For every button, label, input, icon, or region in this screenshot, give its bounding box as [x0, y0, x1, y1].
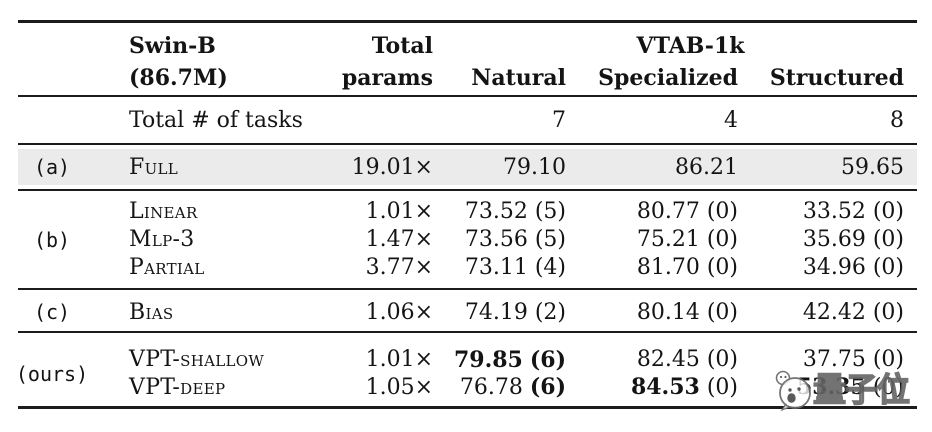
params-cell: 1.01×	[365, 199, 433, 225]
wins-badge: (5)	[534, 227, 566, 252]
wins-badge: (6)	[529, 346, 566, 373]
score-structured: 35.69 (0)	[802, 227, 904, 252]
wins-badge: (6)	[529, 374, 566, 401]
wins-badge: (0)	[872, 347, 904, 373]
method-cell: VPT-shallow	[129, 347, 265, 373]
table-header-row: Swin-B (86.7M) Total params VTAB-1k Natu…	[18, 30, 917, 94]
table-row-bias: Bias 1.06× 74.19 (2) 80.14 (0) 42.42 (0)	[18, 294, 917, 330]
table-row-mlp3: Mlp-3 1.47× 73.56 (5) 75.21 (0) 35.69 (0)	[18, 226, 917, 254]
table-row-linear: Linear 1.01× 73.52 (5) 80.77 (0) 33.52 (0)	[18, 198, 917, 226]
watermark: 量子位	[773, 369, 911, 411]
wins-badge: (0)	[706, 375, 738, 401]
wins-badge: (5)	[534, 199, 566, 225]
params-cell: 3.77×	[365, 254, 433, 280]
tasks-natural-count: 7	[552, 107, 566, 133]
watermark-smiley-icon	[775, 370, 811, 411]
score-natural: 73.56 (5)	[464, 227, 566, 252]
wins-badge: (0)	[872, 254, 904, 280]
group-c-bottom-rule	[18, 331, 917, 333]
column-header-vtab-group: VTAB-1k Natural Specialized Structured	[433, 30, 904, 94]
wins-badge: (0)	[706, 299, 738, 325]
score-specialized: 75.21 (0)	[636, 227, 738, 252]
benchmark-title: VTAB-1k	[636, 33, 745, 59]
params-cell: 1.01×	[365, 347, 433, 373]
method-cell: VPT-deep	[129, 374, 226, 400]
params-cell: 1.47×	[365, 227, 433, 252]
column-header-natural: Natural	[471, 65, 566, 91]
tasks-structured-count: 8	[890, 107, 904, 133]
group-tag-c: (c)	[33, 300, 71, 324]
table-row-vpt-deep: VPT-deep 1.05× 76.78 (6) 84.53 (0) 53.35 (0…	[18, 374, 917, 402]
wins-badge: (2)	[534, 299, 566, 325]
wins-badge: (0)	[872, 375, 904, 401]
score-specialized: 80.77 (0)	[636, 199, 738, 225]
score-specialized: 84.53 (0)	[630, 374, 738, 401]
group-tag-ours: (ours)	[15, 361, 89, 386]
score-structured: 37.75 (0)	[802, 347, 904, 373]
method-cell: Linear	[129, 199, 198, 225]
table-row-full: Full 19.01× 79.10 86.21 59.65	[18, 149, 917, 185]
group-ours-section: (ours) VPT-shallow 1.01× 79.85 (6) 82.45(…	[15, 346, 917, 402]
column-header-specialized: Specialized	[598, 65, 738, 91]
header-spacer	[18, 30, 129, 94]
score-structured: 59.65	[841, 154, 904, 180]
wins-badge: (0)	[872, 227, 904, 252]
score-natural: 74.19 (2)	[464, 299, 566, 325]
wins-badge: (0)	[706, 199, 738, 225]
score-structured: 42.42 (0)	[802, 299, 904, 325]
group-tag-b: (b)	[33, 227, 71, 252]
wins-badge: (0)	[872, 199, 904, 225]
wins-badge: (0)	[872, 299, 904, 325]
table-row-partial: Partial 3.77× 73.11 (4) 81.70 (0) 34.96 (0)	[18, 253, 917, 281]
score-natural: 73.11 (4)	[464, 254, 566, 280]
wins-badge: (0)	[706, 347, 738, 373]
tasks-row-label: Total # of tasks	[129, 107, 303, 133]
score-structured: 34.96 (0)	[802, 254, 904, 280]
group-b-section: (b) Linear 1.01× 73.52 (5) 80.77 (0) 33.52…	[18, 198, 917, 281]
wins-badge: (0)	[706, 254, 738, 280]
group-a-bottom-rule	[18, 189, 917, 191]
column-header-total-params: Total params	[341, 33, 433, 91]
column-header-structured: Structured	[769, 65, 904, 91]
method-cell: Partial	[129, 254, 205, 280]
params-cell: 1.05×	[365, 374, 433, 400]
header-bottom-rule	[18, 95, 917, 97]
backbone-name: Swin-B	[129, 33, 216, 59]
score-natural: 76.78 (6)	[459, 374, 566, 401]
backbone-size: (86.7M)	[129, 65, 228, 91]
wins-badge: (0)	[706, 227, 738, 252]
table-row-vpt-shallow: VPT-shallow 1.01× 79.85 (6) 82.45 (0) 37.7…	[18, 346, 917, 374]
wins-badge: (4)	[534, 254, 566, 280]
table-bottom-rule	[18, 406, 917, 409]
group-c-section: (c) Bias 1.06× 74.19 (2) 80.14 (0) 42.42 (0…	[18, 294, 917, 330]
tasks-bottom-rule	[18, 143, 917, 145]
params-cell: 19.01×	[351, 154, 433, 180]
method-cell: Bias	[129, 299, 174, 325]
group-a-full-row: (a) Full 19.01× 79.10 86.21 59.65	[18, 149, 917, 185]
params-cell: 1.06×	[365, 299, 433, 325]
tasks-specialized-count: 4	[724, 107, 738, 133]
method-cell: Mlp-3	[129, 227, 195, 252]
score-specialized: 82.45 (0)	[636, 347, 738, 373]
score-natural: 79.10	[503, 154, 566, 180]
score-natural: 79.85 (6)	[453, 346, 566, 373]
table-top-rule	[18, 20, 917, 23]
tasks-count-row: Total # of tasks 7 4 8	[18, 97, 917, 143]
watermark-text: 量子位	[812, 369, 910, 409]
group-b-bottom-rule	[18, 288, 917, 290]
method-cell: Full	[129, 154, 179, 180]
group-tag-a: (a)	[33, 155, 71, 179]
score-natural: 73.52 (5)	[464, 199, 566, 225]
score-structured: 33.52 (0)	[802, 199, 904, 225]
score-specialized: 81.70 (0)	[636, 254, 738, 280]
score-specialized: 80.14 (0)	[636, 299, 738, 325]
score-specialized: 86.21	[675, 154, 738, 180]
column-header-backbone: Swin-B (86.7M)	[129, 30, 314, 94]
